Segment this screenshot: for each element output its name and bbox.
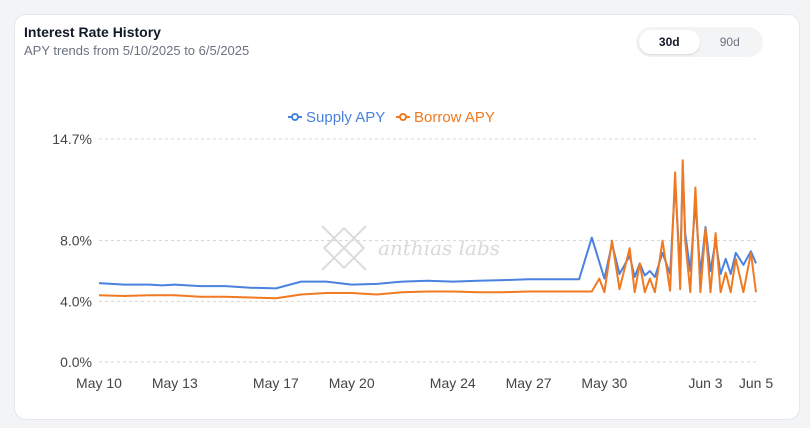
range-toggle: 30d 90d [636,27,763,57]
x-tick-label: Jun 5 [739,375,773,391]
watermark: anthias labs [321,225,500,271]
y-tick-label: 8.0% [60,233,92,249]
range-option-90d[interactable]: 90d [719,35,740,49]
chart-subtitle: APY trends from 5/10/2025 to 6/5/2025 [24,43,250,58]
legend-marker-icon [291,113,299,121]
legend-item-borrow[interactable]: Borrow APY [396,109,495,126]
x-tick-label: May 20 [329,375,375,391]
x-tick-label: May 17 [253,375,299,391]
legend-label: Borrow APY [414,109,495,126]
legend-label: Supply APY [306,109,385,126]
chart-card [14,14,800,420]
borrow-apy-line [98,159,757,300]
x-tick-label: May 13 [152,375,198,391]
x-tick-label: May 30 [581,375,627,391]
series-lines [98,159,757,300]
x-tick-label: May 27 [506,375,552,391]
x-axis-ticks: May 10 May 13 May 17 May 20 May 24 May 27 May … [76,375,773,391]
legend: Supply APY Borrow APY [288,109,495,126]
legend-marker-icon [399,113,407,121]
x-tick-label: Jun 3 [688,375,722,391]
y-axis-ticks: 0.0% 4.0% 8.0% 14.7% [52,131,92,370]
watermark-logo-icon [321,225,367,271]
legend-item-supply[interactable]: Supply APY [288,109,385,126]
watermark-text: anthias labs [378,236,500,260]
chart-title: Interest Rate History [24,24,161,40]
x-tick-label: May 24 [430,375,476,391]
x-tick-label: May 10 [76,375,122,391]
range-option-30d[interactable]: 30d [639,30,700,54]
y-tick-label: 14.7% [52,131,92,147]
y-tick-label: 4.0% [60,293,92,309]
grid-lines [99,138,756,363]
y-tick-label: 0.0% [60,354,92,370]
